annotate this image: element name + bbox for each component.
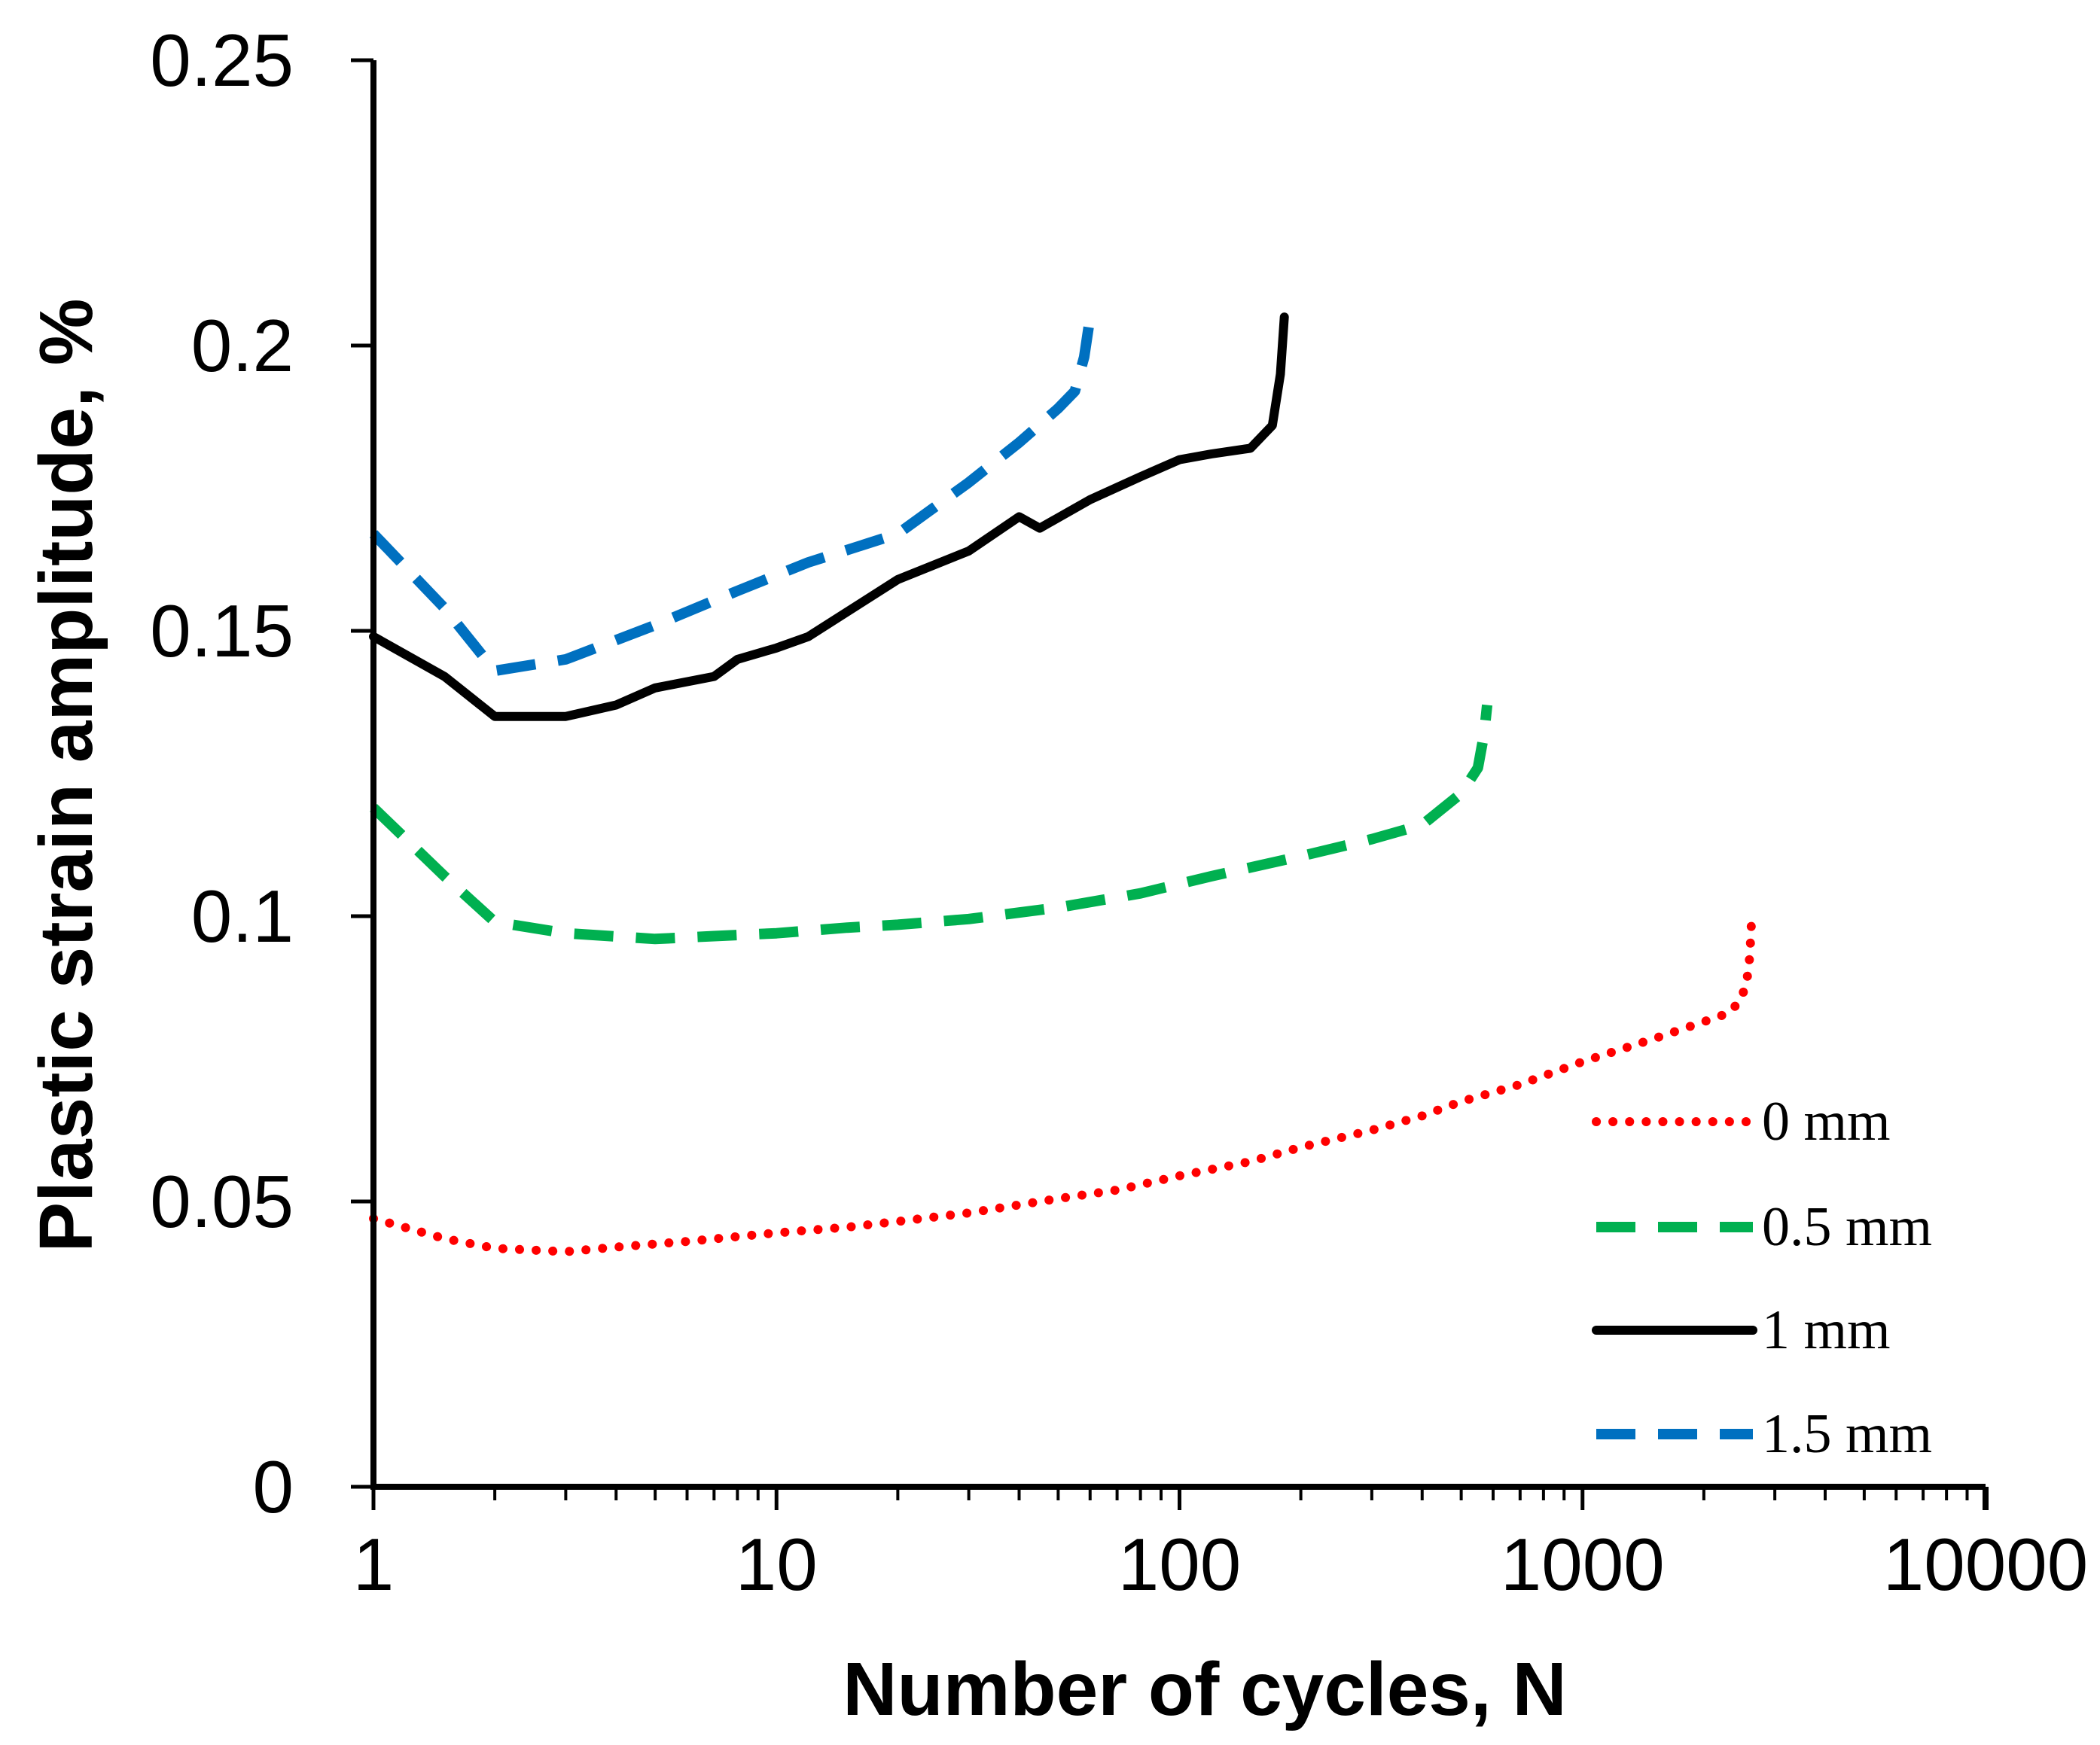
y-tick-label: 0	[252, 1445, 294, 1528]
series-line-0-5-mm	[370, 704, 1493, 945]
y-tick-label: 0.2	[191, 304, 294, 387]
x-axis-title: Number of cycles, N	[843, 1647, 1566, 1731]
legend-label: 1 mm	[1762, 1299, 1891, 1361]
legend: 0 mm 0.5 mm 1 mm 1.5 mm	[1592, 1091, 1932, 1465]
y-tick-label: 0.15	[150, 589, 294, 672]
series-line-1-5-mm	[369, 316, 1096, 677]
y-axis-title: Plastic strain amplitude, %	[24, 298, 108, 1252]
legend-label: 0 mm	[1762, 1091, 1891, 1153]
legend-label: 0.5 mm	[1762, 1196, 1932, 1258]
y-tick-label: 0.25	[150, 19, 294, 102]
x-tick-label: 10000	[1883, 1523, 2089, 1606]
x-tick-label: 10	[736, 1523, 818, 1606]
x-tick-label: 100	[1118, 1523, 1242, 1606]
y-tick-label: 0.1	[191, 875, 294, 958]
series-line-0-mm	[369, 912, 1757, 1256]
legend-label: 1.5 mm	[1762, 1403, 1932, 1465]
x-tick-label: 1000	[1501, 1523, 1665, 1606]
x-tick-label: 1	[353, 1523, 395, 1606]
y-tick-label: 0.05	[150, 1160, 294, 1243]
series-line-1-mm	[369, 312, 1289, 721]
